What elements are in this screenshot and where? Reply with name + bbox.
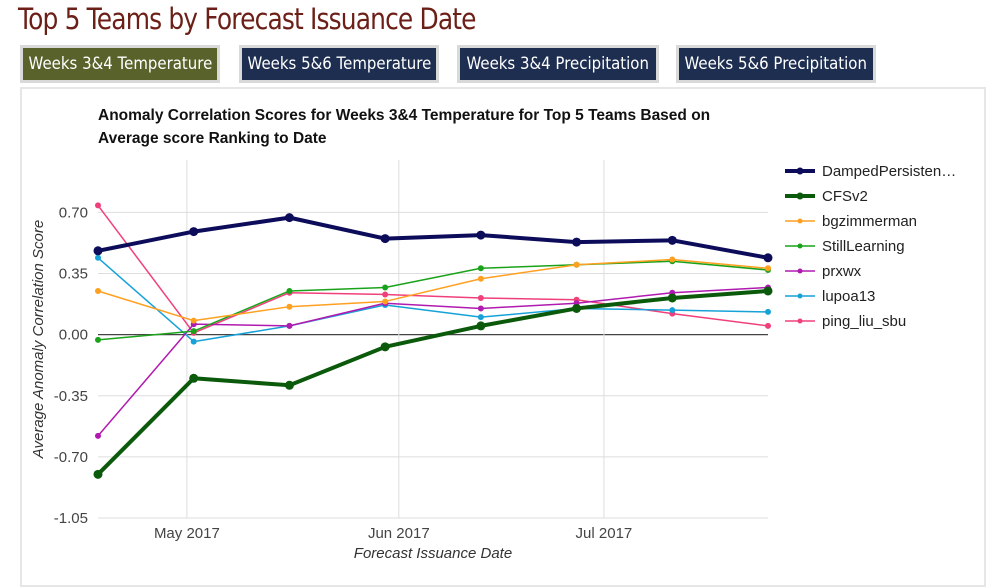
tab-weeks56-temperature[interactable]: Weeks 5&6 Temperature <box>239 45 439 83</box>
legend-label: DampedPersisten… <box>822 163 956 180</box>
legend-label: lupoa13 <box>822 288 875 305</box>
series-line-bgzimmerman <box>97 258 769 322</box>
y-tick-label: -1.05 <box>54 510 88 527</box>
data-point <box>763 286 773 296</box>
data-point <box>190 338 197 345</box>
data-point <box>93 246 103 256</box>
legend-label: ping_liu_sbu <box>822 313 906 330</box>
data-point <box>95 254 101 261</box>
data-point <box>190 317 197 324</box>
data-point <box>572 303 582 313</box>
legend-label: bgzimmerman <box>822 213 917 230</box>
tab-weeks34-precipitation[interactable]: Weeks 3&4 Precipitation <box>457 45 659 83</box>
legend-label: CFSv2 <box>822 188 868 205</box>
data-point <box>763 253 773 263</box>
data-point <box>669 307 676 314</box>
data-point <box>95 287 101 294</box>
y-tick-label: 0.00 <box>59 327 88 344</box>
data-point <box>667 293 677 303</box>
data-point <box>284 380 294 390</box>
data-point <box>382 298 389 305</box>
legend-marker <box>797 218 803 224</box>
data-point <box>476 230 486 240</box>
data-point <box>95 202 101 209</box>
data-point <box>95 432 101 439</box>
legend-marker <box>797 268 803 274</box>
legend-label: StillLearning <box>822 238 905 255</box>
chart-title-line-2: Average score Ranking to Date <box>98 130 327 147</box>
chart-title-line-1: Anomaly Correlation Scores for Weeks 3&4… <box>98 107 710 124</box>
x-tick-label: Jun 2017 <box>368 525 430 542</box>
legend-marker <box>796 192 804 200</box>
series-line-lupoa13 <box>97 257 769 343</box>
data-point <box>765 322 771 329</box>
page-title: Top 5 Teams by Forecast Issuance Date <box>18 2 477 36</box>
data-point <box>477 265 484 272</box>
y-tick-label: 0.70 <box>59 204 88 221</box>
legend-marker <box>796 167 804 175</box>
data-point <box>573 261 580 268</box>
x-tick-label: Jul 2017 <box>576 525 633 542</box>
x-tick-label: May 2017 <box>154 525 220 542</box>
data-point <box>284 213 294 223</box>
data-point <box>93 469 103 479</box>
tab-label: Weeks 5&6 Temperature <box>247 54 431 74</box>
data-point <box>286 322 293 329</box>
data-point <box>286 303 293 310</box>
data-point <box>380 342 390 352</box>
y-axis-label: Average Anomaly Correlation Score <box>30 220 47 459</box>
tab-weeks56-precipitation[interactable]: Weeks 5&6 Precipitation <box>676 45 876 83</box>
legend-marker <box>797 243 803 249</box>
data-point <box>476 321 486 331</box>
series-line-dampedpersisten <box>97 215 769 260</box>
data-point <box>477 275 484 282</box>
tab-label: Weeks 3&4 Precipitation <box>466 54 650 74</box>
tab-label: Weeks 3&4 Temperature <box>28 54 212 74</box>
legend-label: prxwx <box>822 263 862 280</box>
data-point <box>189 373 199 383</box>
data-point <box>382 291 389 298</box>
series-line-pingliusbu <box>97 204 769 334</box>
legend-marker <box>797 293 803 299</box>
data-point <box>95 336 101 343</box>
y-tick-label: 0.35 <box>59 266 88 283</box>
legend-marker <box>797 318 803 324</box>
tab-label: Weeks 5&6 Precipitation <box>684 54 868 74</box>
data-point <box>572 237 582 247</box>
data-point <box>765 265 771 272</box>
data-point <box>477 305 484 312</box>
data-point <box>286 287 293 294</box>
data-point <box>189 227 199 237</box>
series-line-stilllearning <box>97 260 769 341</box>
tab-weeks34-temperature[interactable]: Weeks 3&4 Temperature <box>20 45 220 83</box>
data-point <box>667 235 677 245</box>
data-point <box>190 328 197 335</box>
series-line-cfsv2 <box>96 288 769 476</box>
y-tick-label: -0.35 <box>54 388 88 405</box>
data-point <box>477 294 484 301</box>
y-tick-label: -0.70 <box>54 449 88 466</box>
x-axis-label: Forecast Issuance Date <box>354 545 512 562</box>
data-point <box>765 308 771 315</box>
data-point <box>380 234 390 244</box>
data-point <box>669 256 676 263</box>
data-point <box>477 314 484 321</box>
data-point <box>382 284 389 291</box>
